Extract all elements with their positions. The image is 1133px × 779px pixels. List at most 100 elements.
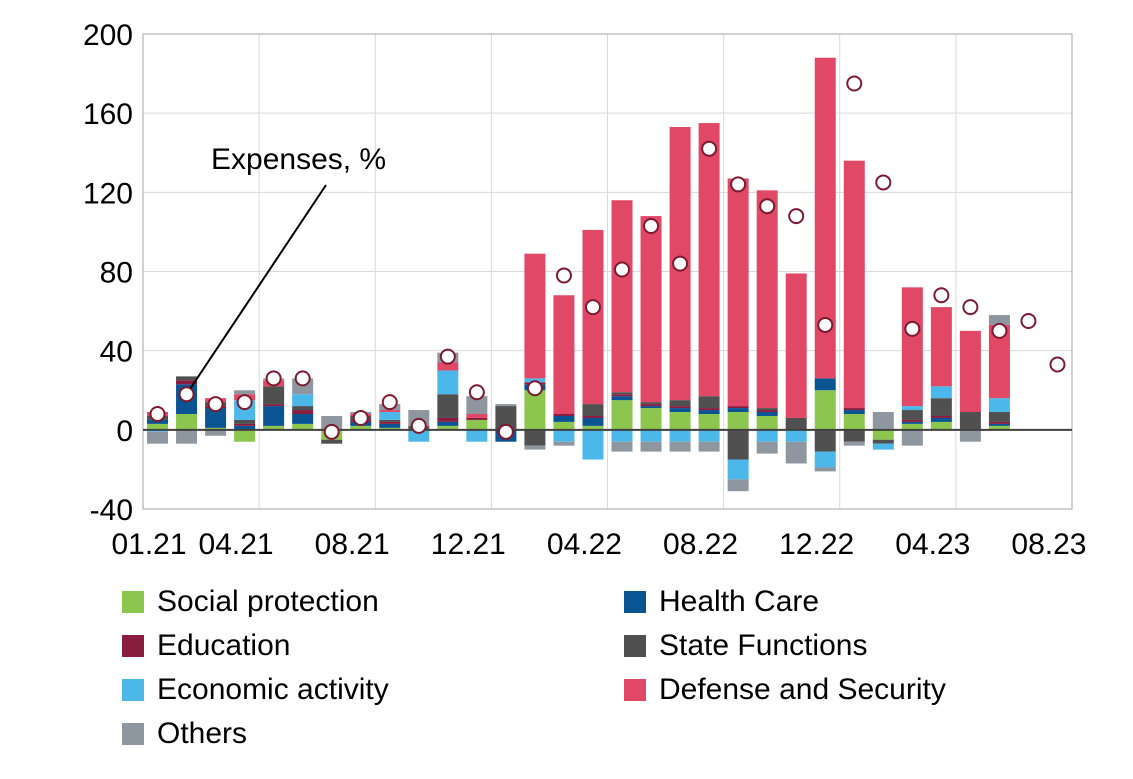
legend-swatch-health-care xyxy=(624,591,646,613)
bar-health-care xyxy=(930,417,952,422)
bar-health-care xyxy=(437,421,459,426)
expense-marker xyxy=(236,394,253,411)
x-tick-label: 08.23 xyxy=(1011,528,1086,561)
expense-marker xyxy=(468,384,485,401)
bar-state-functions xyxy=(640,402,662,405)
bar-others xyxy=(988,315,1010,325)
bar-health-care xyxy=(756,412,778,416)
bar-state-functions xyxy=(756,408,778,411)
expense-marker xyxy=(846,75,863,92)
bar-social-protection xyxy=(292,423,314,430)
legend-swatch-social-protection xyxy=(122,591,144,613)
legend-item-health-care: Health Care xyxy=(624,580,819,624)
expense-marker xyxy=(933,287,950,304)
bar-defense-and-security xyxy=(379,410,401,413)
bar-others xyxy=(611,441,633,452)
bar-defense-and-security xyxy=(698,123,720,397)
annotation: Expenses, % xyxy=(189,143,386,389)
bar-economic-activity xyxy=(379,412,401,420)
bar-social-protection xyxy=(640,408,662,430)
bar-social-protection xyxy=(553,421,575,430)
bar-state-functions xyxy=(930,398,952,416)
bar-state-functions xyxy=(321,439,343,444)
bar-defense-and-security xyxy=(437,362,459,371)
expense-marker xyxy=(991,322,1008,339)
expense-marker xyxy=(381,394,398,411)
x-tick-label: 08.22 xyxy=(663,528,738,561)
bar-social-protection xyxy=(669,412,691,430)
bar-others xyxy=(814,467,836,472)
bar-health-care xyxy=(843,410,865,414)
bar-defense-and-security xyxy=(814,57,836,379)
legend-item-education: Education xyxy=(122,624,290,668)
expense-marker xyxy=(323,423,340,440)
bar-health-care xyxy=(582,417,604,426)
bar-social-protection xyxy=(727,412,749,430)
bar-health-care xyxy=(669,408,691,413)
y-tick-label: 40 xyxy=(100,336,133,369)
expense-marker xyxy=(904,320,921,337)
bar-economic-activity xyxy=(814,451,836,468)
expense-marker xyxy=(526,380,543,397)
bar-economic-activity xyxy=(756,429,778,442)
bar-health-care xyxy=(263,406,285,426)
bar-defense-and-security xyxy=(930,307,952,387)
y-tick-label: 200 xyxy=(83,19,133,52)
y-tick-label: 0 xyxy=(116,415,133,448)
bar-social-protection xyxy=(988,425,1010,430)
bar-state-functions xyxy=(959,412,981,430)
bar-state-functions xyxy=(379,419,401,422)
bar-education xyxy=(234,423,256,426)
bar-defense-and-security xyxy=(988,324,1010,399)
bar-others xyxy=(727,479,749,492)
legend-swatch-education xyxy=(122,635,144,657)
legend-label: State Functions xyxy=(659,629,868,662)
bar-education xyxy=(988,421,1010,424)
bar-education xyxy=(756,410,778,413)
legend-item-others: Others xyxy=(122,712,247,756)
bar-others xyxy=(466,396,488,414)
bar-others xyxy=(669,441,691,452)
bar-social-protection xyxy=(147,423,169,430)
bar-others xyxy=(698,441,720,452)
bar-education xyxy=(611,394,633,397)
bar-education xyxy=(843,408,865,411)
bar-health-care xyxy=(611,396,633,401)
bar-education xyxy=(930,415,952,418)
bar-state-functions xyxy=(611,392,633,395)
bar-others xyxy=(756,441,778,454)
bar-state-functions xyxy=(901,410,923,420)
bar-others xyxy=(872,412,894,430)
bar-education xyxy=(640,404,662,407)
bar-education xyxy=(553,414,575,416)
bar-social-protection xyxy=(611,400,633,430)
gridlines xyxy=(142,33,1073,510)
bar-social-protection xyxy=(843,414,865,430)
bar-state-functions xyxy=(524,429,546,446)
bar-others xyxy=(147,431,169,444)
legend-item-defense-and-security: Defense and Security xyxy=(624,668,946,712)
bar-health-care xyxy=(379,423,401,428)
bar-social-protection xyxy=(582,425,604,430)
y-tick-label: 80 xyxy=(100,257,133,290)
bar-economic-activity xyxy=(988,398,1010,413)
expense-marker xyxy=(497,423,514,440)
bars xyxy=(147,57,1010,492)
bar-economic-activity xyxy=(611,429,633,442)
expense-markers xyxy=(149,75,1066,440)
bar-economic-activity xyxy=(785,429,807,442)
bar-defense-and-security xyxy=(611,200,633,393)
expense-marker xyxy=(875,174,892,191)
bar-defense-and-security xyxy=(843,160,865,409)
legend-item-economic-activity: Economic activity xyxy=(122,668,389,712)
bar-defense-and-security xyxy=(553,295,575,414)
bar-state-functions xyxy=(988,412,1010,422)
legend: Social protection Health Care Education … xyxy=(122,580,1082,760)
bar-defense-and-security xyxy=(466,414,488,418)
bar-health-care xyxy=(698,410,720,414)
bar-others xyxy=(234,390,256,395)
plot-frame xyxy=(142,33,1073,510)
legend-swatch-others xyxy=(122,723,144,745)
